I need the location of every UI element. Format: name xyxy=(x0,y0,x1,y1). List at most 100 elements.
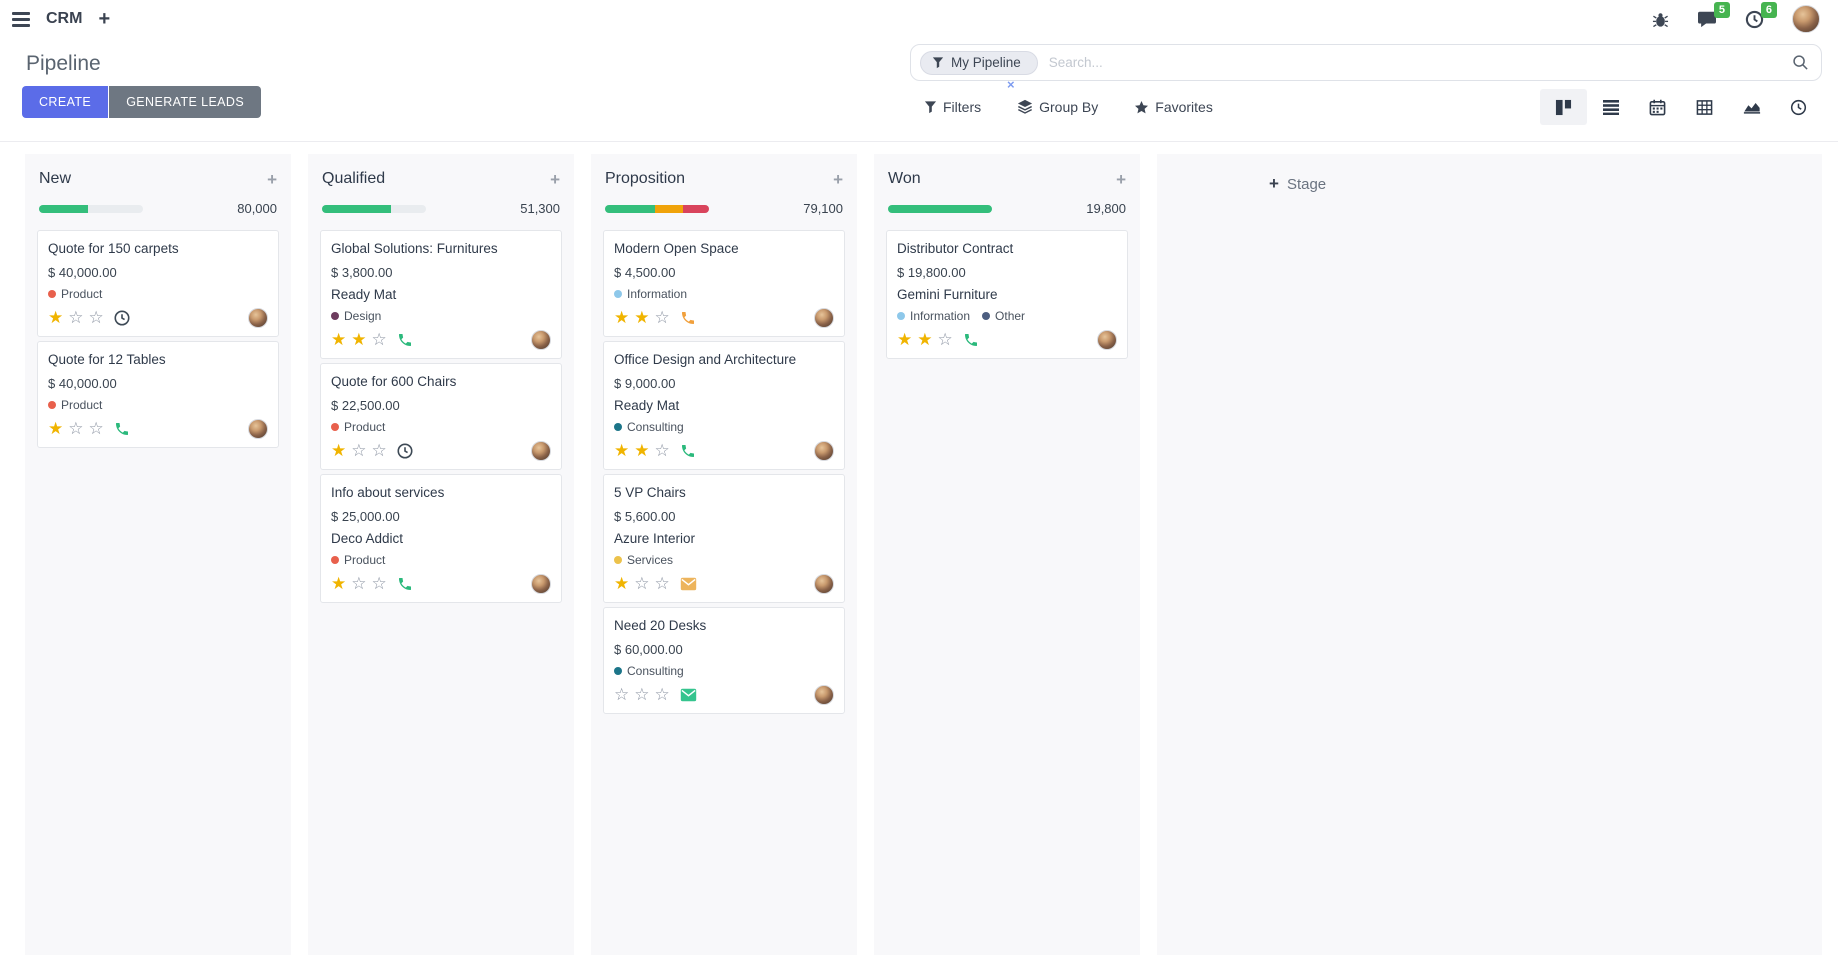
salesperson-avatar[interactable] xyxy=(814,307,834,328)
activities-button[interactable]: 6 xyxy=(1745,1,1777,29)
star-empty-icon[interactable]: ☆ xyxy=(68,419,84,439)
view-calendar-button[interactable] xyxy=(1634,89,1681,125)
star-filled-icon[interactable]: ★ xyxy=(614,308,630,328)
group-by-menu[interactable]: Group By xyxy=(1017,99,1098,115)
star-filled-icon[interactable]: ★ xyxy=(48,419,64,439)
star-filled-icon[interactable]: ★ xyxy=(614,441,630,461)
search-icon[interactable] xyxy=(1792,54,1809,71)
column-add-button[interactable]: + xyxy=(550,169,560,189)
add-stage-button[interactable]: + Stage xyxy=(1269,174,1326,194)
kanban-card[interactable]: Global Solutions: Furnitures $ 3,800.00 Re… xyxy=(320,230,562,359)
star-filled-icon[interactable]: ★ xyxy=(331,441,347,461)
star-filled-icon[interactable]: ★ xyxy=(634,308,650,328)
star-empty-icon[interactable]: ☆ xyxy=(371,441,387,461)
clock-icon[interactable] xyxy=(114,310,130,326)
favorites-menu[interactable]: Favorites xyxy=(1134,99,1213,115)
salesperson-avatar[interactable] xyxy=(814,440,834,461)
star-empty-icon[interactable]: ☆ xyxy=(654,441,670,461)
column-add-button[interactable]: + xyxy=(267,169,277,189)
generate-leads-button[interactable]: GENERATE LEADS xyxy=(109,86,262,118)
apps-menu-icon[interactable] xyxy=(12,11,30,27)
filters-menu[interactable]: Filters xyxy=(924,99,981,115)
star-filled-icon[interactable]: ★ xyxy=(917,330,933,350)
phone-icon[interactable] xyxy=(680,310,696,326)
star-empty-icon[interactable]: ☆ xyxy=(371,574,387,594)
column-progressbar[interactable] xyxy=(605,204,709,213)
star-empty-icon[interactable]: ☆ xyxy=(634,685,650,704)
column-progressbar[interactable] xyxy=(888,204,992,213)
phone-icon[interactable] xyxy=(397,576,413,592)
progress-segment[interactable] xyxy=(39,204,88,213)
kanban-card[interactable]: Need 20 Desks $ 60,000.00 Consulting ☆ ☆ ☆ xyxy=(603,606,845,714)
star-empty-icon[interactable]: ☆ xyxy=(654,685,670,704)
messages-button[interactable]: 5 xyxy=(1697,2,1730,28)
salesperson-avatar[interactable] xyxy=(814,684,834,705)
progress-segment[interactable] xyxy=(682,204,709,213)
column-progressbar[interactable] xyxy=(39,204,143,213)
star-filled-icon[interactable]: ★ xyxy=(351,330,367,350)
phone-icon[interactable] xyxy=(397,332,413,348)
star-empty-icon[interactable]: ☆ xyxy=(654,308,670,328)
salesperson-avatar[interactable] xyxy=(814,573,834,594)
column-add-button[interactable]: + xyxy=(1116,169,1126,189)
star-empty-icon[interactable]: ☆ xyxy=(634,574,650,594)
kanban-card[interactable]: Office Design and Architecture $ 9,000.00… xyxy=(603,340,845,470)
star-filled-icon[interactable]: ★ xyxy=(897,330,913,350)
salesperson-avatar[interactable] xyxy=(531,329,551,350)
phone-icon[interactable] xyxy=(963,332,979,348)
star-empty-icon[interactable]: ☆ xyxy=(371,330,387,350)
star-filled-icon[interactable]: ★ xyxy=(634,441,650,461)
view-list-button[interactable] xyxy=(1587,89,1634,125)
salesperson-avatar[interactable] xyxy=(248,418,268,439)
star-empty-icon[interactable]: ☆ xyxy=(88,419,104,439)
kanban-card[interactable]: Quote for 600 Chairs $ 22,500.00 Product ★ ☆… xyxy=(320,362,562,470)
phone-icon[interactable] xyxy=(680,443,696,459)
progress-segment[interactable] xyxy=(888,204,992,213)
star-empty-icon[interactable]: ☆ xyxy=(351,441,367,461)
star-empty-icon[interactable]: ☆ xyxy=(654,574,670,594)
app-name[interactable]: CRM xyxy=(46,10,83,27)
star-filled-icon[interactable]: ★ xyxy=(331,574,347,594)
kanban-card[interactable]: Info about services $ 25,000.00 Deco Addic… xyxy=(320,473,562,603)
search-input[interactable] xyxy=(1046,54,1792,71)
column-progressbar[interactable] xyxy=(322,204,426,213)
salesperson-avatar[interactable] xyxy=(531,440,551,461)
progress-segment[interactable] xyxy=(605,204,655,213)
star-filled-icon[interactable]: ★ xyxy=(614,574,630,594)
star-filled-icon[interactable]: ★ xyxy=(331,330,347,350)
clock-icon[interactable] xyxy=(397,443,413,459)
navbar-plus-icon[interactable]: + xyxy=(98,8,111,30)
salesperson-avatar[interactable] xyxy=(531,573,551,594)
progress-segment[interactable] xyxy=(322,204,391,213)
user-avatar[interactable] xyxy=(1792,5,1820,33)
debug-bug-icon[interactable] xyxy=(1652,11,1669,28)
star-empty-icon[interactable]: ☆ xyxy=(351,574,367,594)
kanban-card[interactable]: 5 VP Chairs $ 5,600.00 Azure Interior Servi… xyxy=(603,473,845,603)
priority-stars: ★ ☆ ☆ xyxy=(48,420,104,437)
kanban-card[interactable]: Modern Open Space $ 4,500.00 Information ★ ★… xyxy=(603,230,845,337)
envelope-icon[interactable] xyxy=(680,577,697,591)
star-filled-icon[interactable]: ★ xyxy=(48,308,64,328)
create-button[interactable]: CREATE xyxy=(22,86,109,118)
view-activity-button[interactable] xyxy=(1775,89,1822,125)
salesperson-avatar[interactable] xyxy=(1097,329,1117,350)
star-empty-icon[interactable]: ☆ xyxy=(937,330,953,350)
search-bar[interactable]: My Pipeline × xyxy=(910,44,1822,91)
phone-icon[interactable] xyxy=(114,421,130,437)
filter-funnel-icon xyxy=(924,101,937,114)
salesperson-avatar[interactable] xyxy=(248,307,268,328)
envelope-icon[interactable] xyxy=(680,688,697,702)
progress-segment[interactable] xyxy=(654,204,683,213)
star-empty-icon[interactable]: ☆ xyxy=(88,308,104,328)
view-graph-button[interactable] xyxy=(1728,89,1775,125)
view-pivot-button[interactable] xyxy=(1681,89,1728,125)
kanban-card[interactable]: Distributor Contract $ 19,800.00 Gemini Fu… xyxy=(886,230,1128,359)
kanban-card[interactable]: Quote for 150 carpets $ 40,000.00 Product ★… xyxy=(37,230,279,337)
star-empty-icon[interactable]: ☆ xyxy=(614,685,630,704)
column-add-button[interactable]: + xyxy=(833,169,843,189)
facet-remove-icon[interactable]: × xyxy=(1007,77,1015,92)
view-kanban-button[interactable] xyxy=(1540,89,1587,125)
search-facet-my-pipeline[interactable]: My Pipeline xyxy=(920,50,1038,75)
star-empty-icon[interactable]: ☆ xyxy=(68,308,84,328)
kanban-card[interactable]: Quote for 12 Tables $ 40,000.00 Product ★ ☆ ☆ xyxy=(37,340,279,448)
